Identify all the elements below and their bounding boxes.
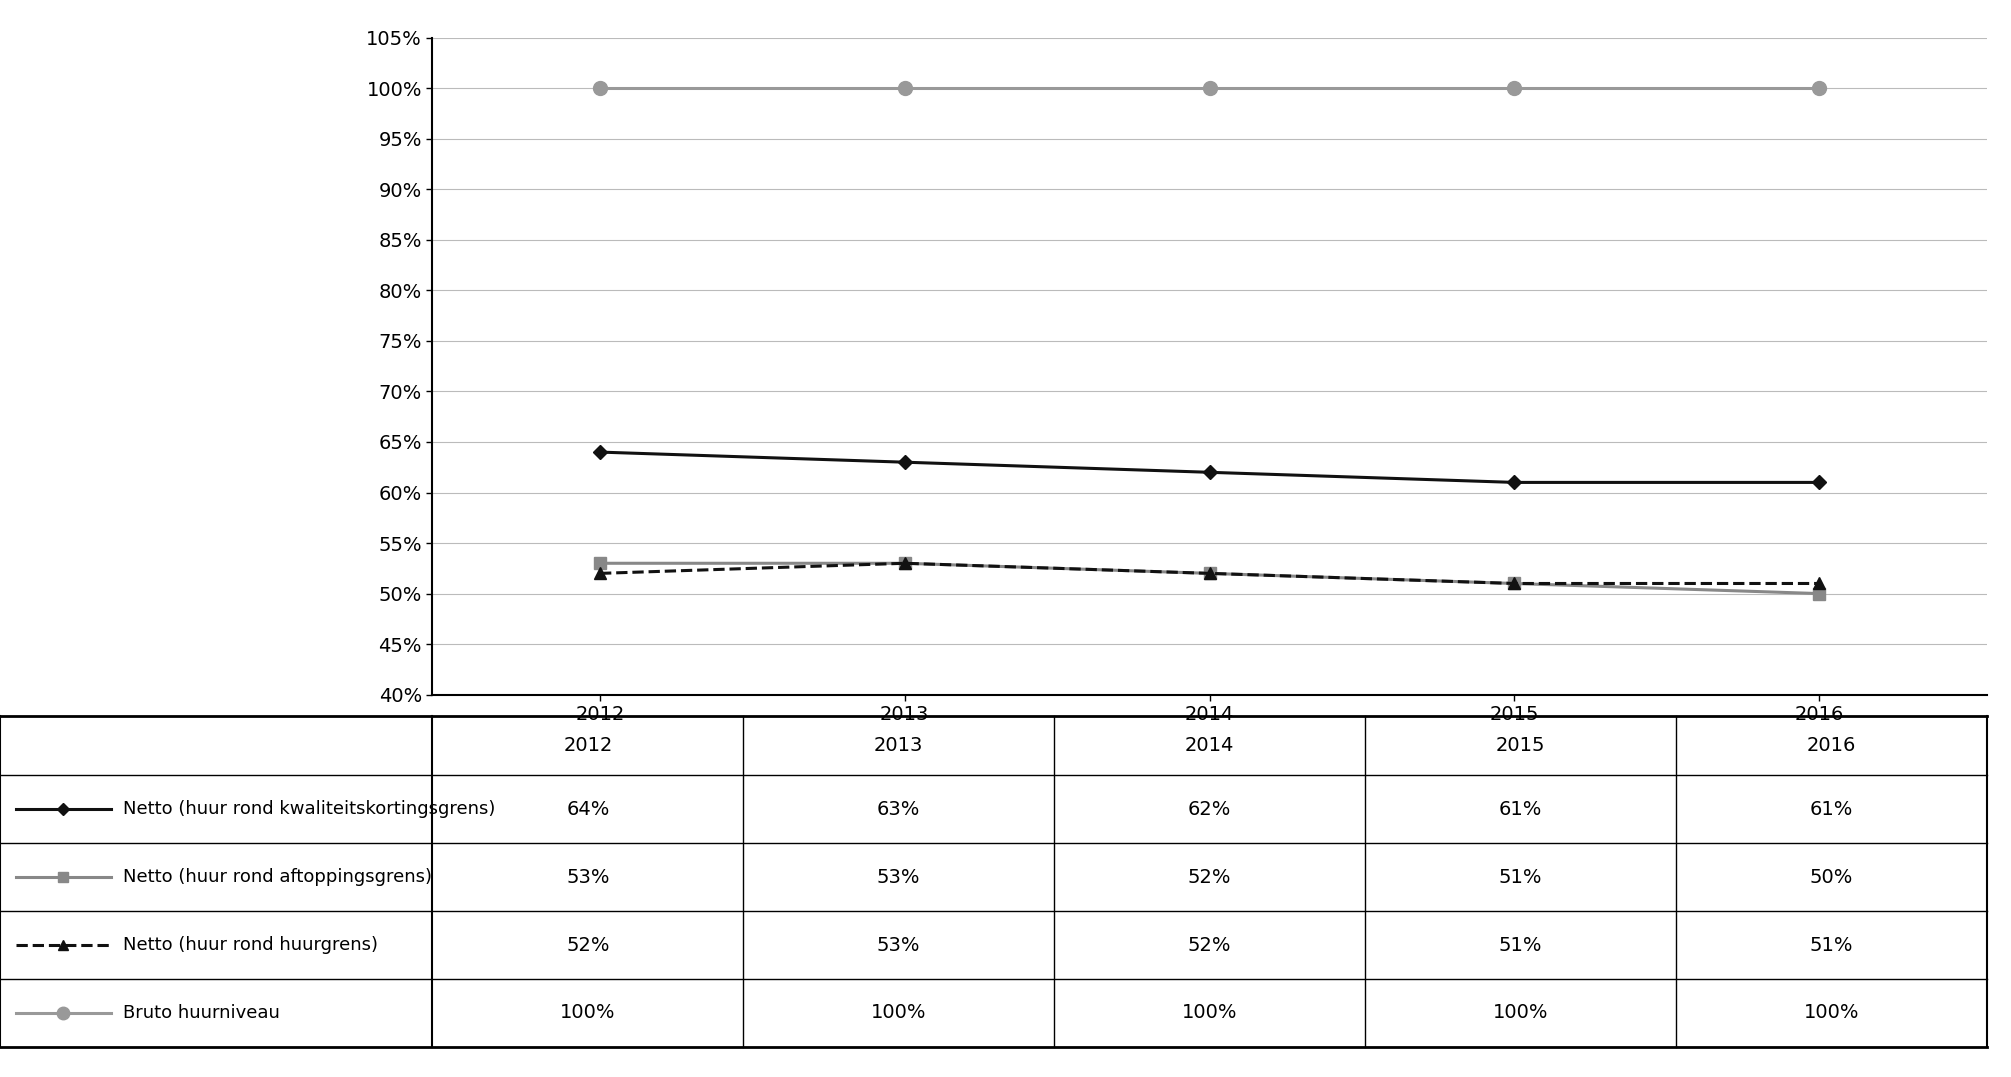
Text: 2015: 2015 — [1496, 737, 1544, 755]
Text: 62%: 62% — [1189, 800, 1231, 819]
Text: 63%: 63% — [877, 800, 921, 819]
Text: 53%: 53% — [877, 868, 921, 886]
Text: 61%: 61% — [1810, 800, 1852, 819]
Text: 51%: 51% — [1498, 936, 1542, 954]
Text: 100%: 100% — [1182, 1004, 1237, 1022]
Text: 2016: 2016 — [1806, 737, 1856, 755]
Text: 52%: 52% — [565, 936, 609, 954]
Text: 53%: 53% — [877, 936, 921, 954]
Text: 51%: 51% — [1810, 936, 1854, 954]
Text: Netto (huur rond huurgrens): Netto (huur rond huurgrens) — [123, 936, 378, 954]
Text: 2012: 2012 — [563, 737, 613, 755]
Text: 100%: 100% — [1804, 1004, 1858, 1022]
Text: 53%: 53% — [565, 868, 609, 886]
Text: 52%: 52% — [1189, 868, 1231, 886]
Text: 100%: 100% — [871, 1004, 927, 1022]
Text: 2014: 2014 — [1184, 737, 1235, 755]
Text: 50%: 50% — [1810, 868, 1852, 886]
Text: 100%: 100% — [1492, 1004, 1548, 1022]
Text: Bruto huurniveau: Bruto huurniveau — [123, 1004, 280, 1022]
Text: 2013: 2013 — [875, 737, 923, 755]
Text: 51%: 51% — [1498, 868, 1542, 886]
Text: 100%: 100% — [561, 1004, 615, 1022]
Text: Netto (huur rond aftoppingsgrens): Netto (huur rond aftoppingsgrens) — [123, 868, 432, 886]
Text: 61%: 61% — [1498, 800, 1542, 819]
Text: Netto (huur rond kwaliteitskortingsgrens): Netto (huur rond kwaliteitskortingsgrens… — [123, 800, 495, 819]
Text: 64%: 64% — [567, 800, 609, 819]
Text: 52%: 52% — [1189, 936, 1231, 954]
